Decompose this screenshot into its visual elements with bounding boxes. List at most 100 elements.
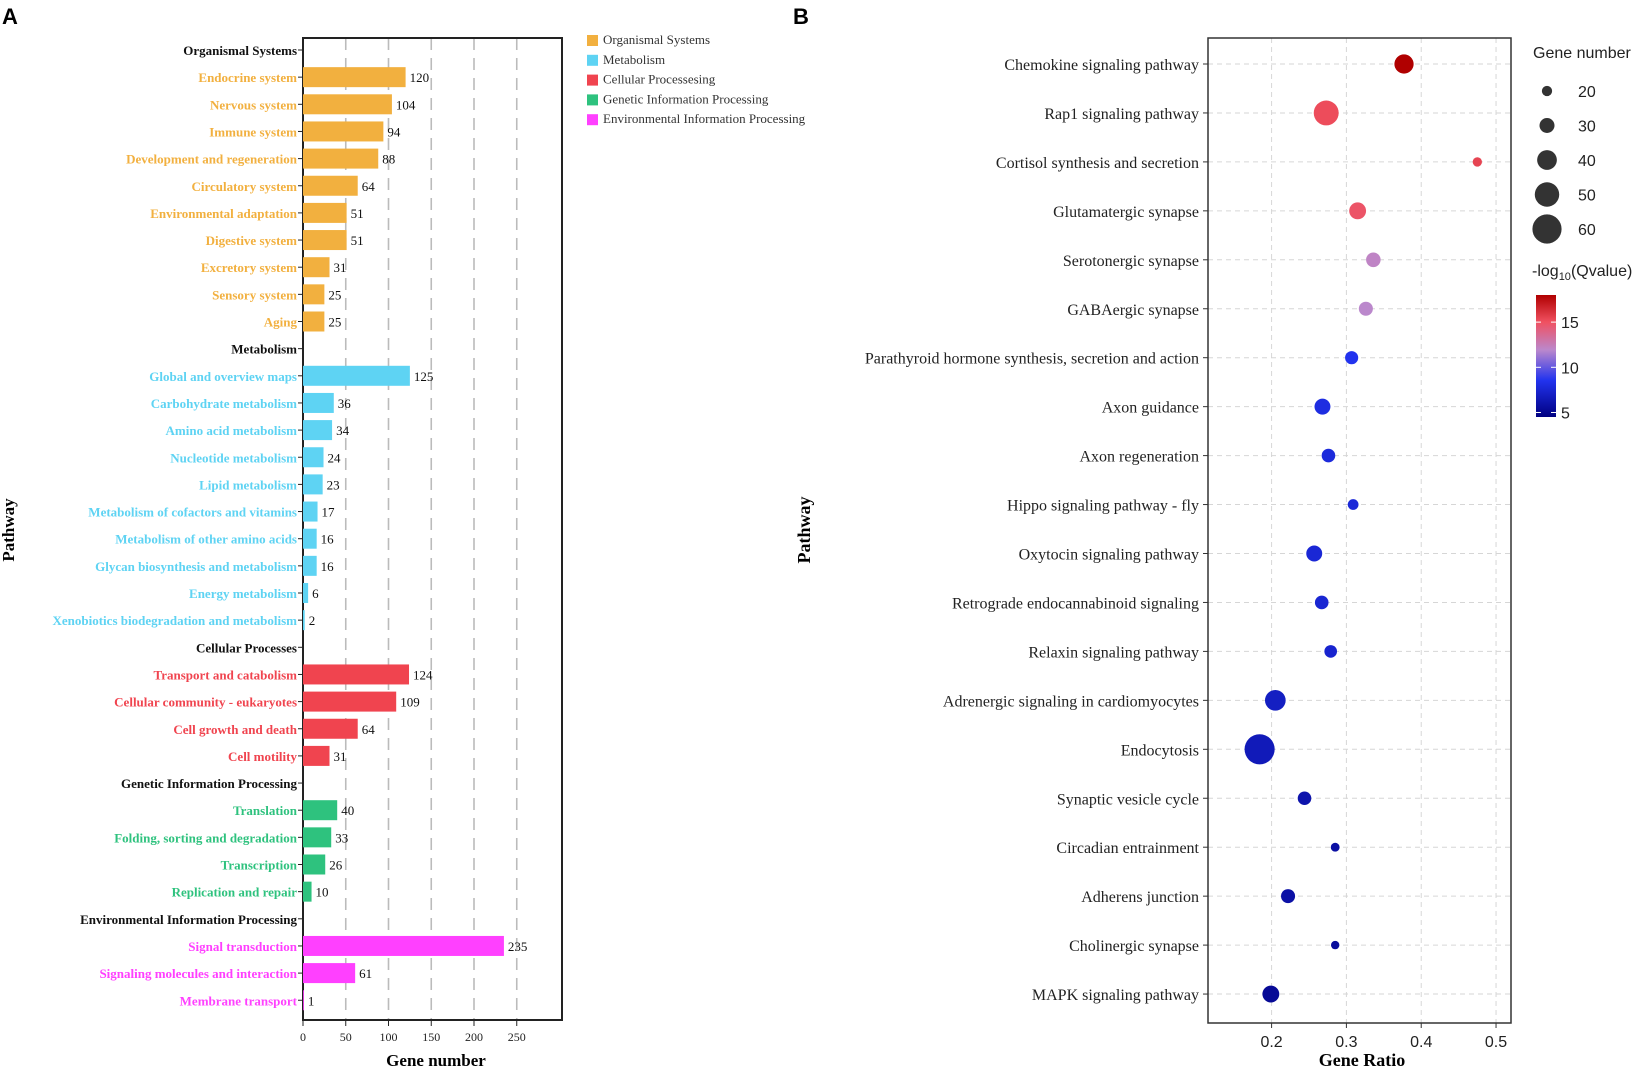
point-synaptic-vesicle-cycle (1297, 791, 1312, 806)
value-label-signal-transduction: 235 (508, 939, 528, 954)
value-label-transcription: 26 (329, 858, 343, 873)
bar-amino-acid-metabolism (303, 420, 333, 441)
value-label-aging: 25 (328, 315, 341, 330)
bar-carbohydrate-metabolism (303, 392, 334, 413)
color-legend-title-rest: (Qvalue) (1571, 263, 1632, 280)
bar-cellular-community-eukaryotes (303, 691, 397, 712)
bar-development-and-regeneration (303, 148, 379, 169)
x-tick-label-50: 50 (340, 1030, 352, 1044)
value-label-nucleotide-metabolism: 24 (328, 450, 342, 465)
bar-environmental-adaptation (303, 202, 347, 223)
point-glutamatergic-synapse (1349, 202, 1367, 220)
y-label-endocrine-system: Endocrine system (198, 70, 297, 85)
legend-swatch-genetic-information-processing (587, 94, 598, 106)
size-legend-dot-60 (1532, 214, 1562, 244)
y-label-circadian-entrainment: Circadian entrainment (1056, 840, 1199, 857)
y-label-axon-guidance: Axon guidance (1102, 400, 1199, 417)
panel-a-y-axis-title: Pathway (0, 498, 18, 562)
point-gabaergic-synapse (1358, 301, 1373, 316)
panel-a-legend: Organismal Systems Metabolism Cellular Pro… (587, 32, 806, 126)
y-label-glycan-biosynthesis-and-metabolism: Glycan biosynthesis and metabolism (95, 559, 297, 574)
value-label-folding-sorting-and-degradation: 33 (335, 830, 348, 845)
y-label-carbohydrate-metabolism: Carbohydrate metabolism (151, 396, 297, 411)
y-label-serotonergic-synapse: Serotonergic synapse (1063, 253, 1199, 270)
value-label-carbohydrate-metabolism: 36 (338, 396, 352, 411)
y-label-endocytosis: Endocytosis (1121, 742, 1199, 759)
legend-label-metabolism: Metabolism (603, 52, 665, 67)
point-axon-regeneration (1321, 448, 1336, 463)
y-label-replication-and-repair: Replication and repair (172, 885, 298, 900)
value-label-cell-growth-and-death: 64 (362, 722, 376, 737)
bar-endocrine-system (303, 67, 406, 88)
category-header-cellular-processes: Cellular Processes (196, 640, 297, 655)
y-label-transcription: Transcription (221, 858, 298, 873)
size-legend-label-50: 50 (1578, 188, 1596, 205)
bar-digestive-system (303, 230, 347, 251)
y-label-excretory-system: Excretory system (201, 260, 297, 275)
legend-swatch-cellular-processesing (587, 74, 598, 86)
legend-swatch-environmental-information-processing (587, 114, 598, 126)
panel-b-y-axis-title: Pathway (794, 497, 814, 564)
value-label-xenobiotics-biodegradation-and-metabolism: 2 (309, 613, 316, 628)
x-tick-label-100: 100 (380, 1030, 398, 1044)
bar-excretory-system (303, 257, 330, 278)
value-label-translation: 40 (341, 803, 354, 818)
x-tick-label-0-3: 0.3 (1335, 1034, 1357, 1051)
y-label-gabaergic-synapse: GABAergic synapse (1067, 302, 1199, 319)
y-label-mapk-signaling-pathway: MAPK signaling pathway (1032, 987, 1199, 1004)
bar-cell-motility (303, 745, 330, 766)
bar-membrane-transport (303, 990, 304, 1011)
size-legend-label-60: 60 (1578, 222, 1596, 239)
y-label-circulatory-system: Circulatory system (191, 179, 297, 194)
value-label-environmental-adaptation: 51 (351, 206, 364, 221)
legend-swatch-organismal-systems (587, 35, 598, 46)
bar-metabolism-of-cofactors-and-vitamins (303, 501, 318, 522)
bar-xenobiotics-biodegradation-and-metabolism (303, 610, 305, 631)
y-label-cellular-community-eukaryotes: Cellular community - eukaryotes (114, 695, 297, 710)
size-legend-title: Gene number (1533, 45, 1632, 62)
panel-a-x-ticks: 0 50 100 150 200 250 (300, 1020, 526, 1044)
category-header-metabolism: Metabolism (231, 342, 297, 357)
y-label-nucleotide-metabolism: Nucleotide metabolism (170, 450, 297, 465)
bar-immune-system (303, 121, 384, 142)
value-label-digestive-system: 51 (351, 233, 364, 248)
point-serotonergic-synapse (1366, 252, 1381, 268)
panel-a-y-labels: Organismal Systems Endocrine system Nervou… (53, 43, 303, 1008)
bar-metabolism-of-other-amino-acids (303, 528, 317, 549)
panel-b-x-axis-title: Gene Ratio (1319, 1050, 1405, 1070)
y-label-environmental-adaptation: Environmental adaptation (150, 206, 298, 221)
value-label-excretory-system: 31 (334, 260, 347, 275)
y-label-nervous-system: Nervous system (210, 97, 297, 112)
value-label-lipid-metabolism: 23 (327, 477, 340, 492)
point-cortisol-synthesis-and-secretion (1472, 157, 1483, 167)
bar-transport-and-catabolism (303, 664, 410, 685)
y-label-hippo-signaling-pathway-fly: Hippo signaling pathway - fly (1007, 498, 1199, 515)
legend-label-environmental-information-processing: Environmental Information Processing (603, 111, 806, 126)
y-label-chemokine-signaling-pathway: Chemokine signaling pathway (1004, 57, 1199, 74)
value-label-immune-system: 94 (387, 124, 401, 139)
x-tick-label-0-4: 0.4 (1410, 1034, 1432, 1051)
size-legend-dot-50 (1534, 182, 1560, 207)
legend-label-organismal-systems: Organismal Systems (603, 32, 710, 47)
point-adherens-junction (1281, 889, 1296, 904)
value-label-signaling-molecules-and-interaction: 61 (359, 966, 372, 981)
point-relaxin-signaling-pathway (1324, 645, 1338, 658)
color-legend-gradient-bar (1536, 295, 1556, 417)
panel-a-grid (344, 38, 518, 1020)
color-legend-title-main: -log (1532, 263, 1559, 280)
y-label-transport-and-catabolism: Transport and catabolism (154, 667, 298, 682)
bar-signal-transduction (303, 935, 504, 956)
value-label-transport-and-catabolism: 124 (413, 667, 433, 682)
y-label-xenobiotics-biodegradation-and-metabolism: Xenobiotics biodegradation and metabolis… (53, 613, 298, 628)
value-label-membrane-transport: 1 (308, 993, 315, 1008)
point-endocytosis (1244, 734, 1275, 765)
point-parathyroid-hormone-synthesis-secretion-and-action (1345, 351, 1359, 365)
legend-swatch-metabolism (587, 54, 598, 66)
color-legend-title-sub: 10 (1559, 271, 1571, 283)
panel-a: A 12010494886451513125251253634242317161… (0, 4, 806, 1070)
point-chemokine-signaling-pathway (1394, 54, 1414, 74)
y-label-rap1-signaling-pathway: Rap1 signaling pathway (1044, 106, 1199, 123)
bar-circulatory-system (303, 175, 358, 196)
